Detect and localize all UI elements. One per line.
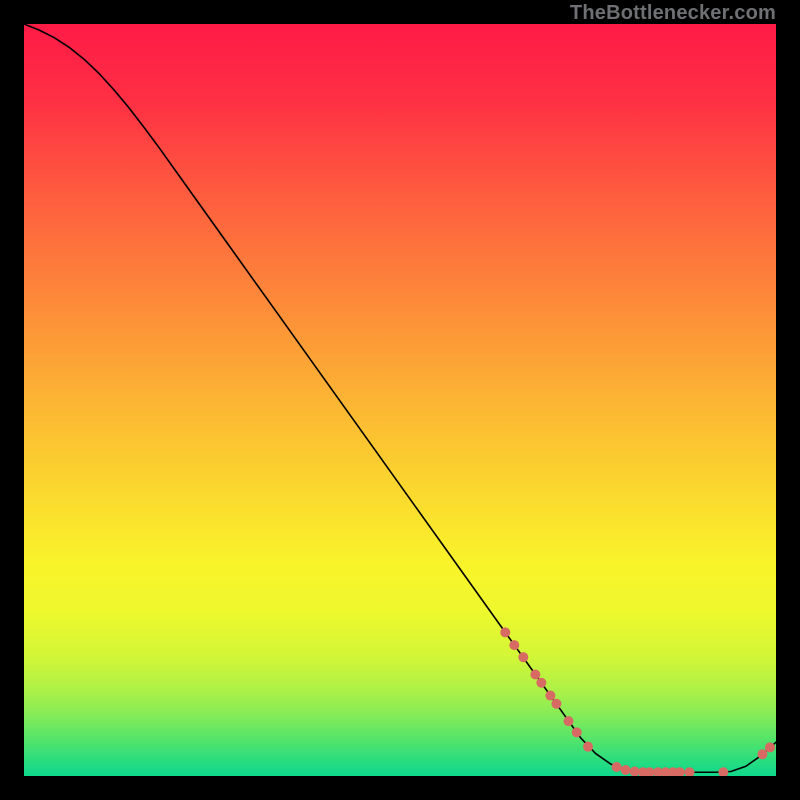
- sample-marker: [545, 691, 555, 701]
- plot-area: [24, 24, 776, 776]
- sample-marker: [583, 742, 593, 752]
- chart-container: TheBottlenecker.com: [0, 0, 800, 800]
- sample-marker: [621, 765, 631, 775]
- sample-marker: [551, 699, 561, 709]
- gradient-background: [24, 24, 776, 776]
- sample-marker: [500, 627, 510, 637]
- sample-marker: [757, 749, 767, 759]
- chart-svg: [24, 24, 776, 776]
- sample-marker: [765, 742, 775, 752]
- sample-marker: [509, 640, 519, 650]
- sample-marker: [530, 669, 540, 679]
- sample-marker: [563, 716, 573, 726]
- sample-marker: [572, 727, 582, 737]
- sample-marker: [518, 652, 528, 662]
- watermark-label: TheBottlenecker.com: [570, 2, 776, 25]
- sample-marker: [536, 678, 546, 688]
- sample-marker: [612, 762, 622, 772]
